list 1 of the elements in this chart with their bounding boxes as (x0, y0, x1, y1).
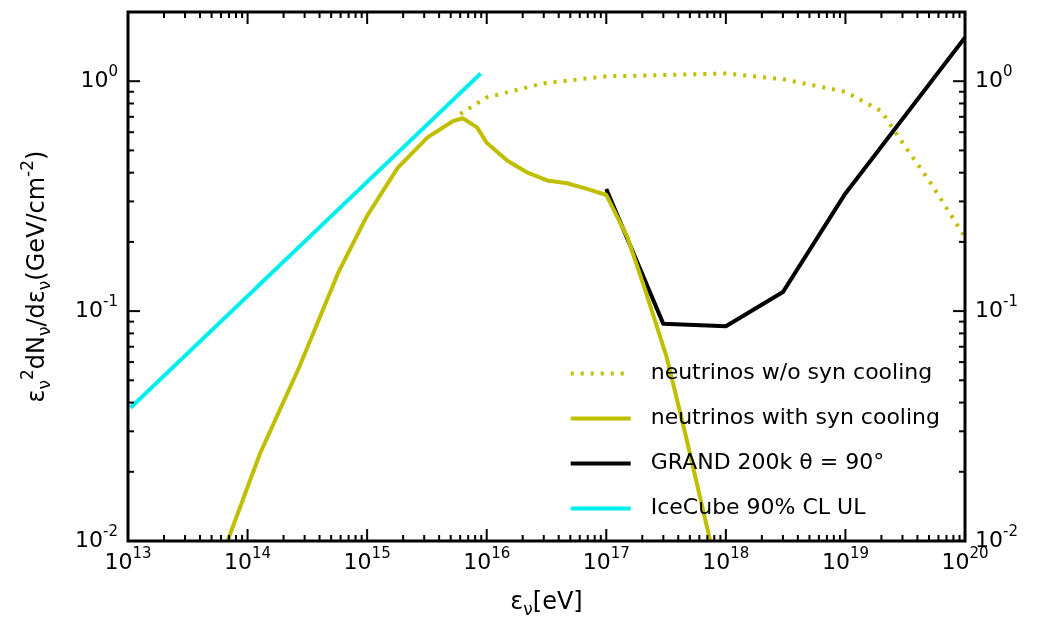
text: εν2dNν/dεν(GeV/cm-2) (16, 150, 54, 403)
